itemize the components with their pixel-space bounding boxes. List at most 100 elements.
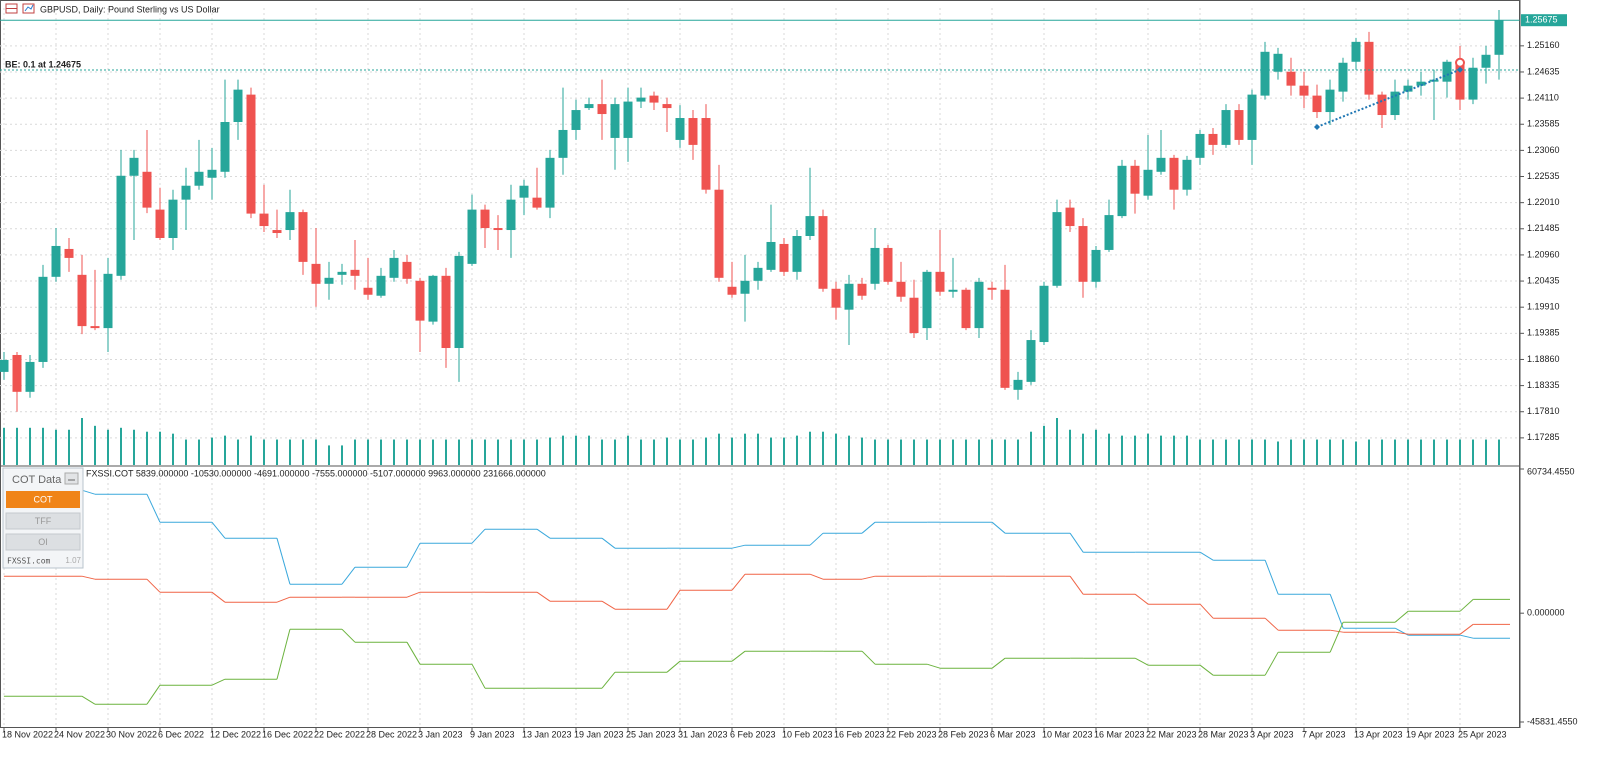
cot-transition	[406, 542, 421, 568]
volume-bar	[1342, 439, 1344, 465]
volume-bar	[523, 439, 525, 465]
candle-body	[129, 157, 139, 176]
cot-transition	[666, 660, 681, 673]
x-tick-label: 18 Nov 2022	[2, 729, 53, 739]
volume-bar	[666, 437, 668, 465]
volume-bar	[237, 439, 239, 465]
cot-transition	[601, 671, 616, 689]
candle-body	[1468, 67, 1478, 100]
cot-transition	[861, 650, 876, 665]
candle-body	[415, 280, 425, 321]
candle-body	[753, 267, 763, 281]
candle-body	[610, 104, 620, 138]
candle-body	[1377, 94, 1387, 116]
candle-body	[558, 129, 568, 158]
volume-bar	[679, 439, 681, 465]
y-tick-label: 0.000000	[1527, 608, 1565, 618]
cot-transition	[1329, 594, 1344, 629]
volume-bar	[614, 439, 616, 465]
candle-body	[1455, 61, 1465, 100]
cot-transition	[1199, 664, 1214, 676]
cot-transition	[211, 521, 226, 539]
x-tick-label: 3 Jan 2023	[418, 729, 463, 739]
tff-button-label[interactable]: TFF	[35, 516, 52, 526]
volume-bar	[1485, 439, 1487, 465]
volume-bar	[1147, 433, 1149, 465]
candle-body	[246, 94, 256, 214]
volume-bar	[705, 437, 707, 465]
candle-body	[1338, 62, 1348, 92]
icon	[24, 4, 34, 12]
volume-bar	[380, 439, 382, 465]
volume-bar	[1433, 439, 1435, 465]
candle-body	[1221, 110, 1231, 145]
x-tick-label: 6 Mar 2023	[990, 729, 1036, 739]
volume-bar	[1004, 439, 1006, 465]
tff-button[interactable]	[5, 512, 81, 530]
oi-button[interactable]	[5, 533, 81, 551]
y-tick-label: 1.18860	[1527, 354, 1560, 364]
volume-bar	[1225, 439, 1227, 465]
volume-bar	[1199, 439, 1201, 465]
volume-bar	[1251, 439, 1253, 465]
volume-bar	[1108, 433, 1110, 465]
candle-body	[506, 199, 516, 231]
candle-body	[1299, 85, 1309, 96]
candle-body	[844, 283, 854, 310]
cot-button[interactable]	[6, 491, 80, 508]
cot-button-label[interactable]: COT	[34, 494, 54, 504]
y-tick-label: 1.21485	[1527, 223, 1560, 233]
y-tick-label: 1.24635	[1527, 66, 1560, 76]
minimize-button[interactable]	[64, 472, 79, 485]
x-tick-label: 6 Dec 2022	[158, 729, 204, 739]
brand: FXSSI.com	[7, 557, 51, 566]
candle-body	[519, 185, 529, 198]
volume-bar	[510, 439, 512, 465]
cot-panel-title: COT Data	[12, 474, 62, 486]
candle-body	[1091, 249, 1101, 282]
volume-bar	[601, 439, 603, 465]
x-tick-label: 6 Feb 2023	[730, 729, 776, 739]
x-tick-label: 31 Jan 2023	[678, 729, 728, 739]
cot-transition	[1264, 617, 1279, 631]
volume-bar	[965, 439, 967, 465]
oi-button-label[interactable]: OI	[38, 537, 48, 547]
cot-transition	[1199, 603, 1214, 619]
volume-bar	[1030, 431, 1032, 465]
candle-body	[1325, 89, 1335, 113]
candle-body	[675, 118, 685, 140]
volume-bar	[1290, 439, 1292, 465]
y-tick-label: 1.18335	[1527, 380, 1560, 390]
volume-bar	[458, 439, 460, 465]
volume-bar	[718, 433, 720, 465]
volume-bar	[900, 439, 902, 465]
candle-body	[532, 197, 542, 208]
candle-body	[1182, 159, 1192, 190]
volume-bar	[874, 439, 876, 465]
cot-transition	[1460, 634, 1474, 639]
x-tick-label: 16 Dec 2022	[262, 729, 313, 739]
candle-body	[662, 104, 672, 109]
x-tick-label: 24 Nov 2022	[54, 729, 105, 739]
volume-bar	[1498, 439, 1500, 465]
candle-body	[1312, 95, 1322, 113]
volume-bar	[1069, 429, 1071, 465]
volume-bar	[926, 439, 928, 465]
candle-body	[727, 286, 737, 295]
cot-transition	[276, 596, 291, 603]
volume-bar	[809, 431, 811, 465]
volume-bar	[445, 439, 447, 465]
volume-bar	[562, 435, 564, 465]
cot-transition	[601, 537, 616, 549]
volume-bar	[341, 445, 343, 465]
candle-body	[376, 275, 386, 296]
candle-body	[1065, 207, 1075, 227]
volume-bar	[952, 439, 954, 465]
candle-body	[454, 255, 464, 349]
y-tick-label: 1.22535	[1527, 171, 1560, 181]
cot-transition	[341, 628, 356, 643]
volume-bar	[419, 439, 421, 465]
volume-bar	[887, 439, 889, 465]
candle-body	[1390, 91, 1400, 116]
candle-body	[857, 283, 867, 296]
